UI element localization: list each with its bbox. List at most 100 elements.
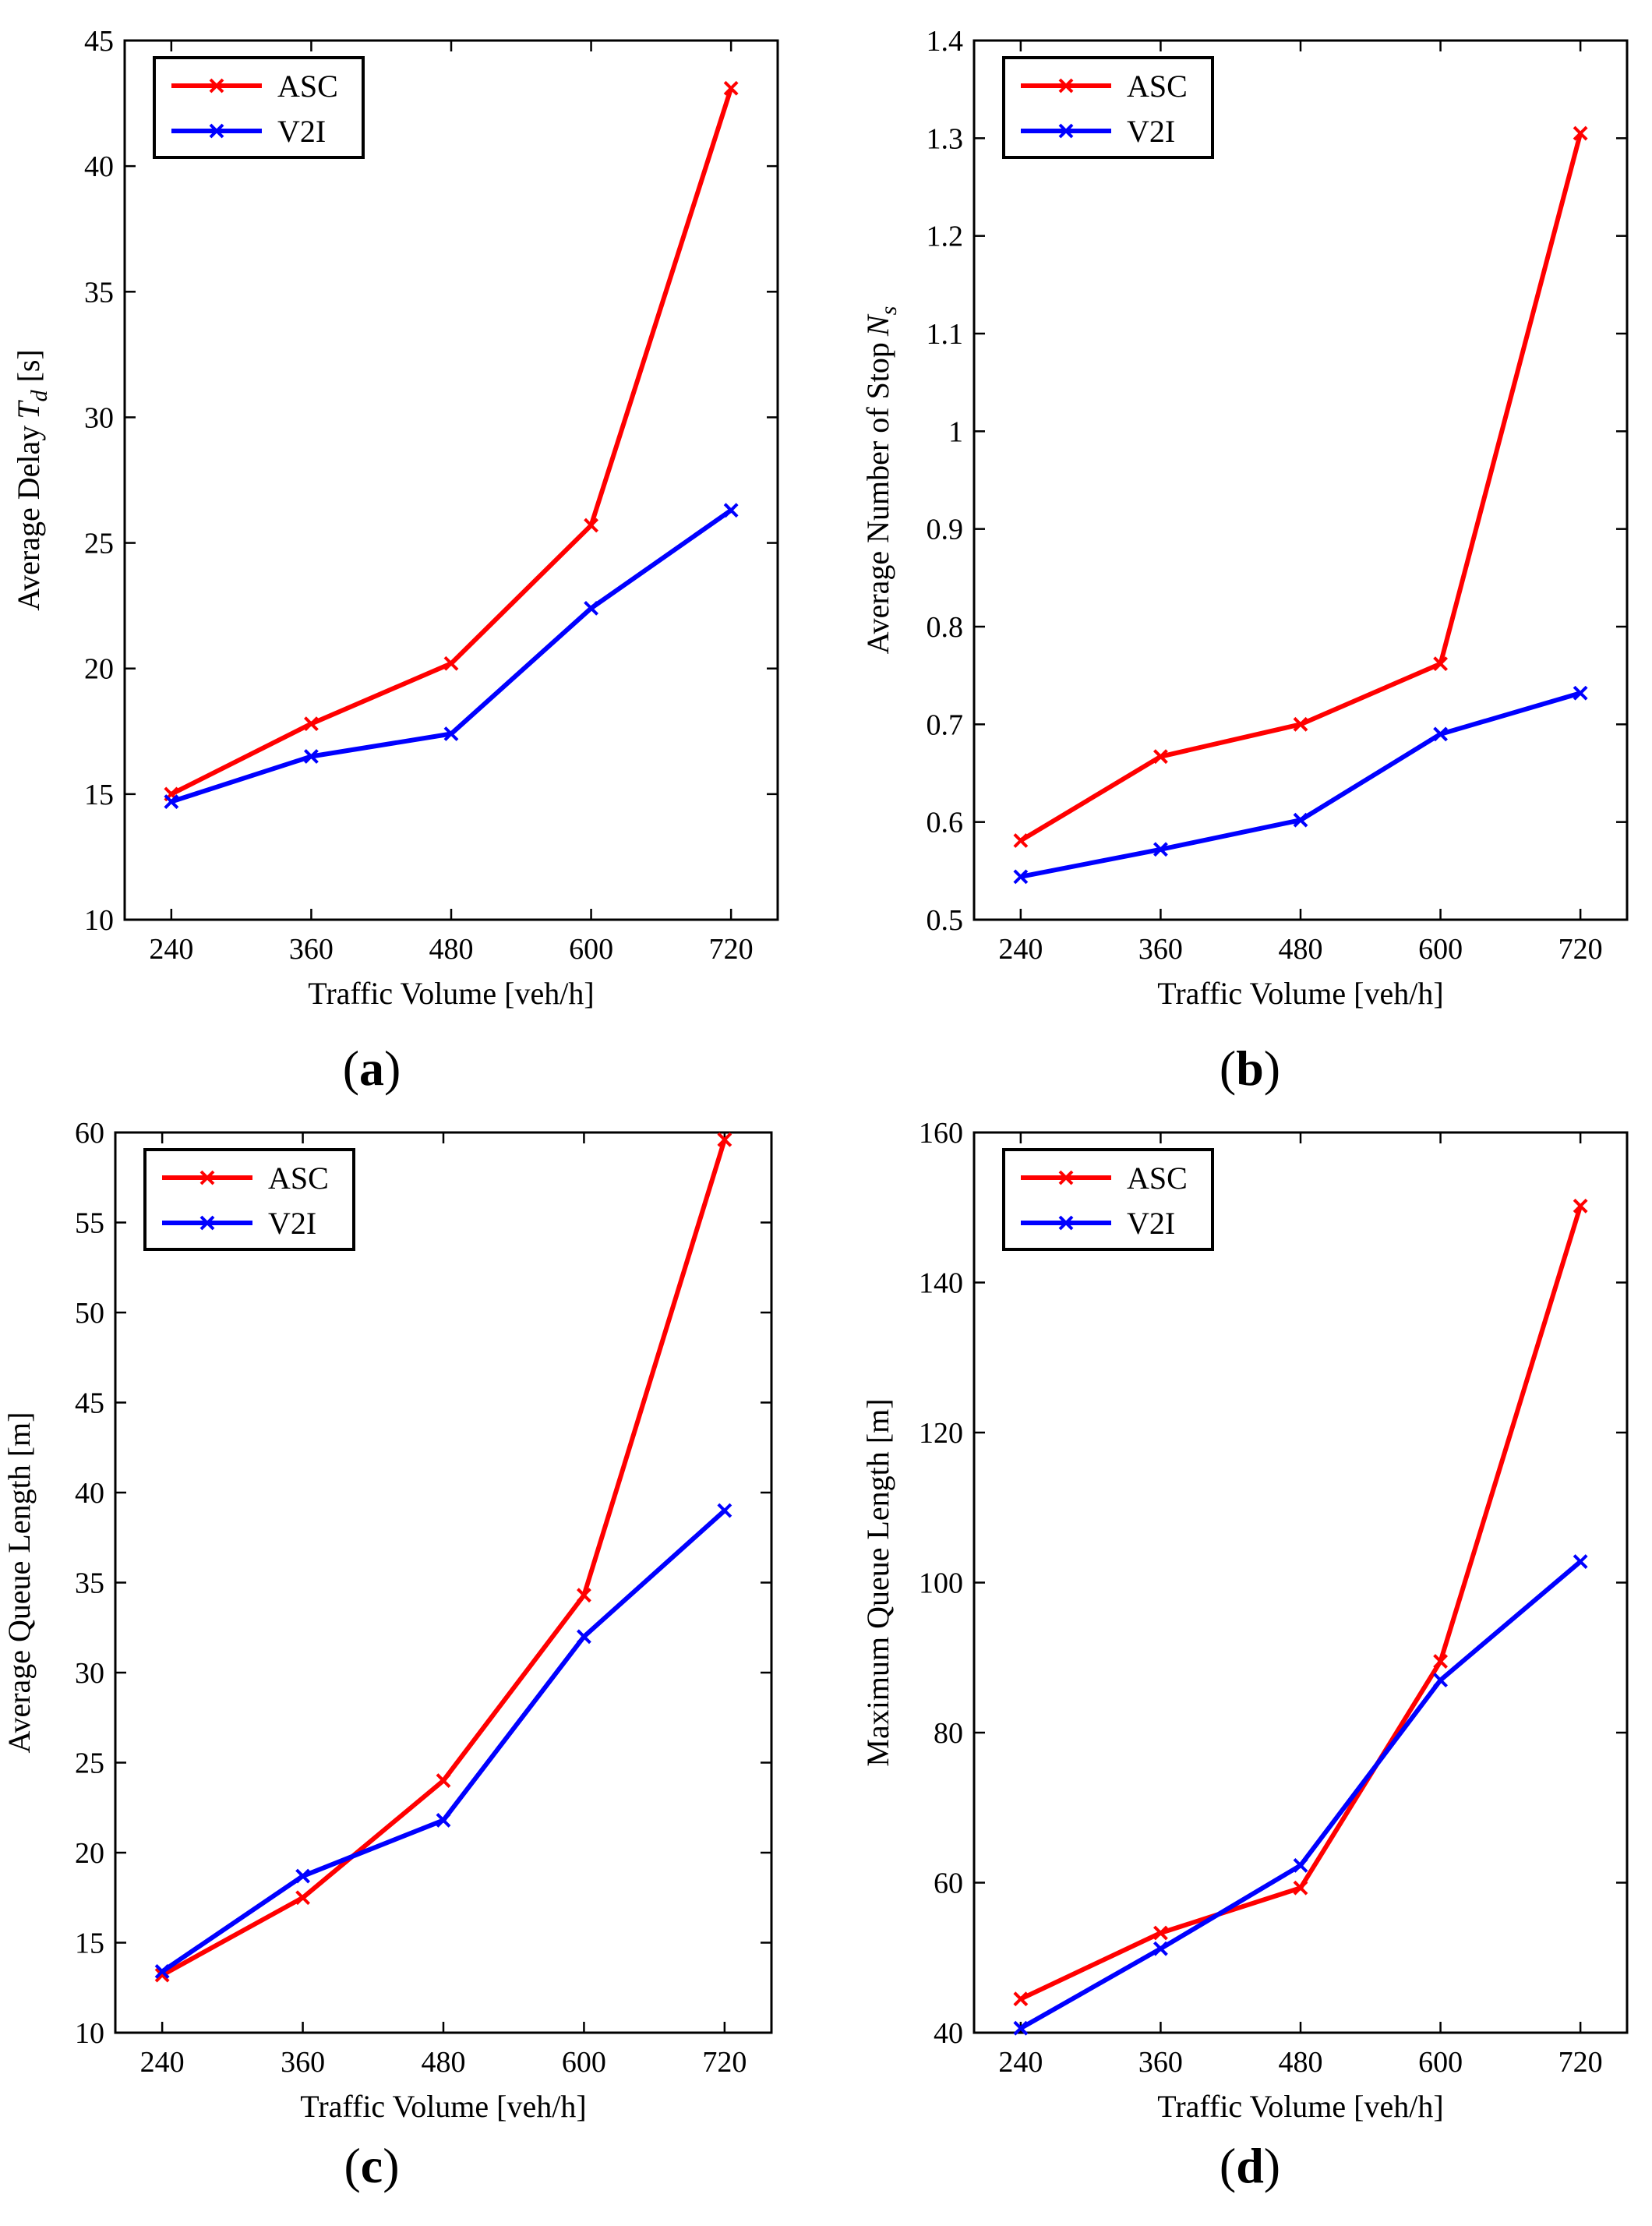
y-tick-label: 1.2 (927, 221, 964, 253)
marker-stroke (577, 1588, 591, 1603)
y-tick-label: 45 (75, 1387, 104, 1420)
x-axis-label: Traffic Volume [veh/h] (308, 976, 594, 1011)
y-tick-label: 100 (919, 1567, 963, 1600)
marker-stroke (1293, 1880, 1308, 1896)
caption-paren: ) (1264, 1041, 1280, 1096)
x-tick-label: 600 (569, 933, 613, 966)
x-tick-label: 720 (702, 2046, 747, 2079)
x-tick-label: 240 (998, 2046, 1043, 2079)
marker-stroke (1293, 812, 1308, 828)
data-point-v2i (1153, 842, 1168, 857)
marker-stroke (723, 503, 739, 518)
y-tick-label: 10 (75, 2017, 104, 2050)
marker-stroke (1433, 656, 1448, 672)
data-point-asc (577, 1588, 591, 1603)
y-axis-label: Average Number of Stop Ns (860, 306, 902, 655)
marker-stroke (1153, 749, 1168, 765)
legend-marker (199, 1215, 215, 1231)
y-tick-label: 35 (75, 1567, 104, 1600)
y-axis-label: Maximum Queue Length [m] (860, 1398, 895, 1766)
marker-stroke (1013, 1991, 1029, 2007)
y-axis-label-subscript: d (26, 389, 52, 401)
legend-label-asc: ASC (1127, 69, 1188, 104)
panel-caption-d: (d) (1220, 2138, 1280, 2193)
caption-paren: ( (343, 1041, 359, 1096)
x-tick-label: 480 (1279, 2046, 1323, 2079)
data-point-v2i (1013, 869, 1029, 885)
legend-label-asc: ASC (277, 69, 338, 104)
data-point-v2i (164, 794, 179, 809)
y-tick-label: 30 (84, 401, 114, 434)
data-point-v2i (1573, 1554, 1588, 1569)
data-point-v2i (717, 1503, 732, 1518)
x-tick-label: 600 (1418, 933, 1463, 966)
legend-label-v2i: V2I (277, 114, 326, 149)
legend-marker (1058, 123, 1074, 139)
x-tick-label: 720 (1558, 2046, 1603, 2079)
data-point-v2i (1153, 1941, 1168, 1956)
caption-letter: a (359, 1041, 384, 1096)
x-tick-label: 600 (562, 2046, 606, 2079)
legend-marker (209, 78, 224, 94)
plot-frame (123, 39, 779, 921)
marker-stroke (1573, 685, 1588, 701)
caption-paren: ) (383, 2138, 399, 2193)
caption-paren: ( (1220, 2138, 1236, 2193)
y-axis-label-subscript: s (876, 306, 902, 316)
y-tick-label: 50 (75, 1297, 104, 1330)
caption-paren: ( (1220, 1041, 1236, 1096)
marker-stroke (1153, 1925, 1168, 1941)
marker-stroke (717, 1132, 732, 1147)
data-point-v2i (304, 749, 319, 764)
y-axis-label-unit: [s] (11, 349, 46, 390)
x-tick-label: 600 (1418, 2046, 1463, 2079)
x-axis-label: Traffic Volume [veh/h] (1157, 2089, 1443, 2124)
data-point-v2i (1573, 685, 1588, 701)
y-tick-label: 35 (84, 276, 114, 309)
x-tick-label: 480 (1279, 933, 1323, 966)
marker-stroke (1013, 833, 1029, 848)
y-axis-label-text: Average Delay (11, 426, 46, 611)
y-tick-label: 30 (75, 1657, 104, 1690)
data-point-asc (1573, 125, 1588, 141)
x-tick-label: 720 (1558, 933, 1603, 966)
y-tick-label: 20 (84, 653, 114, 686)
marker-stroke (584, 600, 598, 616)
y-axis-label-text: Average Queue Length [m] (2, 1412, 37, 1754)
marker-stroke (1153, 1941, 1168, 1956)
marker-stroke (443, 726, 459, 741)
data-point-v2i (1293, 812, 1308, 828)
x-tick-label: 480 (422, 2046, 466, 2079)
legend-box (1002, 56, 1214, 159)
y-tick-label: 10 (84, 904, 114, 937)
legend-marker (199, 1170, 215, 1185)
data-point-asc (1433, 656, 1448, 672)
data-point-asc (1153, 749, 1168, 765)
y-tick-label: 60 (934, 1867, 963, 1900)
y-tick-label: 80 (934, 1717, 963, 1750)
legend-label-v2i: V2I (268, 1206, 316, 1241)
data-point-asc (723, 80, 739, 96)
caption-letter: c (361, 2138, 383, 2193)
y-axis-label: Average Queue Length [m] (2, 1412, 37, 1754)
data-point-v2i (295, 1868, 310, 1884)
data-point-v2i (1013, 2020, 1029, 2036)
marker-stroke (1573, 1554, 1588, 1569)
x-tick-label: 360 (1138, 2046, 1183, 2079)
marker-stroke (304, 749, 319, 764)
y-axis-label-text: Average Number of Stop (860, 342, 895, 654)
x-tick-label: 240 (140, 2046, 185, 2079)
data-point-asc (304, 716, 319, 732)
panel-caption-c: (c) (344, 2138, 399, 2193)
caption-paren: ) (1264, 2138, 1280, 2193)
y-tick-label: 120 (919, 1417, 963, 1450)
marker-stroke (436, 1773, 451, 1789)
x-tick-label: 360 (281, 2046, 325, 2079)
legend: ASC V2I (153, 56, 365, 159)
y-tick-label: 1.1 (927, 318, 964, 351)
y-tick-label: 160 (919, 1117, 963, 1150)
marker-stroke (577, 1629, 591, 1645)
y-axis-label-variable: N (860, 313, 895, 337)
y-tick-label: 25 (84, 528, 114, 560)
